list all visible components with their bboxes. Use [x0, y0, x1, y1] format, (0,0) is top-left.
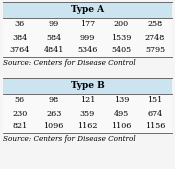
- Bar: [3, 94, 172, 133]
- Text: Source: Centers for Disease Control: Source: Centers for Disease Control: [3, 135, 136, 143]
- Text: 263: 263: [46, 110, 61, 117]
- Text: 258: 258: [148, 20, 163, 29]
- Text: 1162: 1162: [77, 123, 98, 130]
- Text: 999: 999: [80, 33, 95, 42]
- Text: Type A: Type A: [71, 6, 104, 15]
- Text: Source: Centers for Disease Control: Source: Centers for Disease Control: [3, 59, 136, 67]
- Text: 36: 36: [15, 20, 25, 29]
- Text: 139: 139: [114, 96, 129, 104]
- Text: 3764: 3764: [10, 46, 30, 54]
- Text: 674: 674: [148, 110, 163, 117]
- Text: 5795: 5795: [145, 46, 165, 54]
- Text: 495: 495: [114, 110, 129, 117]
- Text: 1096: 1096: [44, 123, 64, 130]
- Text: 5405: 5405: [111, 46, 131, 54]
- Text: 1539: 1539: [111, 33, 131, 42]
- Text: 821: 821: [12, 123, 27, 130]
- Text: 56: 56: [15, 96, 25, 104]
- Text: 121: 121: [80, 96, 95, 104]
- Bar: [3, 2, 172, 18]
- Text: 1106: 1106: [111, 123, 131, 130]
- Text: 384: 384: [12, 33, 27, 42]
- Text: 98: 98: [49, 96, 59, 104]
- Bar: [3, 78, 172, 94]
- Bar: [3, 18, 172, 57]
- Text: Type B: Type B: [71, 81, 104, 91]
- Text: 151: 151: [148, 96, 163, 104]
- Text: 177: 177: [80, 20, 95, 29]
- Text: 359: 359: [80, 110, 95, 117]
- Text: 4841: 4841: [44, 46, 64, 54]
- Text: 1156: 1156: [145, 123, 165, 130]
- Text: 2748: 2748: [145, 33, 165, 42]
- Text: 200: 200: [114, 20, 129, 29]
- Text: 584: 584: [46, 33, 61, 42]
- Text: 5346: 5346: [77, 46, 98, 54]
- Text: 230: 230: [12, 110, 27, 117]
- Text: 99: 99: [49, 20, 59, 29]
